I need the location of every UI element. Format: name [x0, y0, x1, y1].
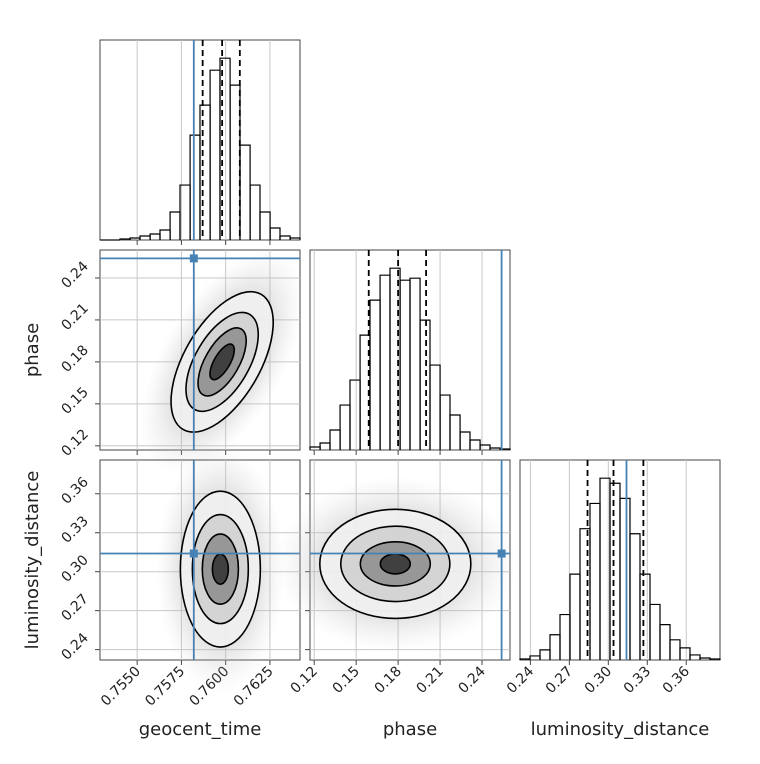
x-tick-label: 0.21 — [414, 664, 447, 697]
y-tick-label: 0.21 — [58, 300, 91, 333]
histogram-bin — [149, 233, 161, 240]
histogram-bin — [639, 573, 651, 660]
y-axis-label: phase — [22, 323, 43, 377]
truth-marker — [189, 549, 198, 558]
histogram-bin — [539, 649, 551, 660]
histogram-bin — [469, 439, 481, 450]
contour — [209, 343, 236, 381]
histogram-bin — [679, 647, 691, 660]
histogram-bin — [529, 655, 541, 660]
histogram-bin — [609, 482, 621, 660]
histogram-bin — [269, 227, 281, 240]
histogram-bin — [659, 624, 671, 660]
x-tick-label: 0.18 — [372, 664, 405, 697]
x-axis-label: phase — [383, 719, 437, 740]
x-tick-label: 0.15 — [330, 664, 363, 697]
x-tick-label: 0.30 — [582, 664, 615, 697]
histogram-bin — [459, 431, 471, 450]
histogram-bin — [499, 448, 511, 450]
truth-marker — [189, 254, 198, 263]
x-tick-label: 0.7550 — [98, 664, 144, 710]
x-axis-label: geocent_time — [139, 719, 262, 740]
x-tick-label: 0.24 — [504, 663, 537, 696]
y-tick-label: 0.36 — [58, 474, 91, 507]
histogram-bin — [289, 237, 301, 240]
density — [156, 444, 285, 694]
histogram-bin — [429, 364, 441, 450]
histogram-bin — [549, 634, 561, 660]
histogram-bin — [449, 414, 461, 450]
histogram-bin — [239, 144, 251, 240]
histogram-bin — [649, 603, 661, 660]
y-tick-label: 0.24 — [58, 258, 91, 291]
y-tick-label: 0.15 — [58, 384, 91, 417]
histogram-bin — [439, 394, 451, 450]
histogram-bin — [169, 211, 181, 240]
histogram-bin — [689, 654, 701, 660]
histogram-bin — [349, 379, 361, 450]
histogram-bin — [189, 134, 201, 240]
histogram-bin — [589, 502, 601, 660]
y-tick-label: 0.33 — [58, 513, 91, 546]
histogram-bin — [619, 497, 631, 660]
histogram-bin — [199, 104, 211, 240]
y-tick-label: 0.27 — [58, 591, 91, 624]
histogram-bin — [259, 211, 271, 240]
x-tick-label: 0.24 — [456, 663, 489, 696]
histogram-bin — [279, 235, 291, 240]
histogram-bin — [139, 235, 151, 240]
histogram-bin — [329, 429, 341, 450]
histogram-bin — [629, 533, 641, 660]
histogram-bin — [569, 573, 581, 660]
histogram-bin — [369, 299, 381, 450]
y-tick-label: 0.18 — [58, 342, 91, 375]
contour — [211, 553, 230, 585]
y-axis-label: luminosity_distance — [22, 471, 43, 650]
histogram-bin — [559, 613, 571, 660]
x-tick-label: 0.7575 — [142, 664, 188, 710]
y-tick-label: 0.24 — [58, 630, 91, 663]
histogram-bin — [419, 319, 431, 450]
y-tick-label: 0.12 — [58, 426, 91, 459]
density — [140, 249, 304, 475]
histogram-bin — [669, 639, 681, 660]
histogram-bin — [319, 442, 331, 450]
histogram-bin — [339, 404, 351, 450]
histogram-bin — [409, 277, 421, 450]
histogram-bin — [229, 84, 241, 240]
x-axis-label: luminosity_distance — [531, 719, 710, 740]
y-tick-label: 0.30 — [58, 552, 91, 585]
x-tick-label: 0.12 — [288, 664, 321, 697]
x-tick-label: 0.33 — [621, 664, 654, 697]
histogram-bin — [159, 229, 171, 240]
histogram-bin — [579, 528, 591, 660]
histogram-bin — [709, 658, 721, 660]
x-tick-label: 0.36 — [660, 663, 693, 696]
histogram-bin — [249, 184, 261, 240]
contour — [379, 553, 412, 575]
histogram-bin — [379, 274, 391, 450]
histogram-bin — [209, 69, 221, 240]
truth-marker — [497, 549, 506, 558]
density — [274, 476, 517, 652]
x-tick-label: 0.27 — [543, 664, 576, 697]
histogram-bin — [399, 279, 411, 450]
